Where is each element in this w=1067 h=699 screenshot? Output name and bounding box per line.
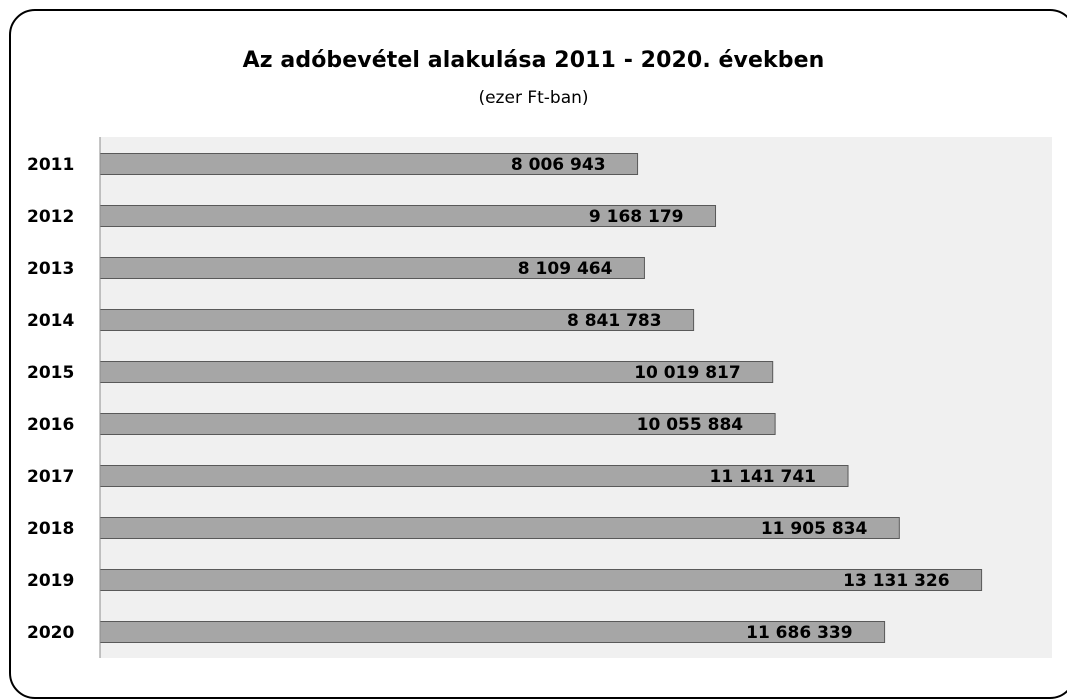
category-label-2016: 2016 bbox=[27, 415, 74, 435]
category-label-2011: 2011 bbox=[27, 155, 74, 175]
chart-title: Az adóbevétel alakulása 2011 - 2020. éve… bbox=[242, 48, 825, 73]
category-label-2013: 2013 bbox=[27, 259, 74, 279]
data-label-2011: 8 006 943 bbox=[511, 155, 606, 175]
data-label-2014: 8 841 783 bbox=[567, 311, 662, 331]
data-label-2015: 10 019 817 bbox=[634, 363, 740, 383]
category-label-2017: 2017 bbox=[27, 467, 74, 487]
category-label-2020: 2020 bbox=[27, 623, 74, 643]
data-label-2016: 10 055 884 bbox=[637, 415, 744, 435]
data-label-2013: 8 109 464 bbox=[518, 259, 613, 279]
data-label-2018: 11 905 834 bbox=[761, 519, 868, 539]
category-label-2019: 2019 bbox=[27, 571, 74, 591]
data-label-2012: 9 168 179 bbox=[589, 207, 684, 227]
category-label-2015: 2015 bbox=[27, 363, 74, 383]
data-label-2020: 11 686 339 bbox=[746, 623, 852, 643]
chart-subtitle: (ezer Ft-ban) bbox=[478, 88, 589, 108]
bar-chart: 8 006 943 2011 9 168 179 2012 8 109 464 2013 8… bbox=[27, 137, 1052, 658]
data-label-2017: 11 141 741 bbox=[710, 467, 816, 487]
category-label-2018: 2018 bbox=[27, 519, 74, 539]
category-label-2012: 2012 bbox=[27, 207, 74, 227]
category-label-2014: 2014 bbox=[27, 311, 74, 331]
data-label-2019: 13 131 326 bbox=[843, 571, 949, 591]
